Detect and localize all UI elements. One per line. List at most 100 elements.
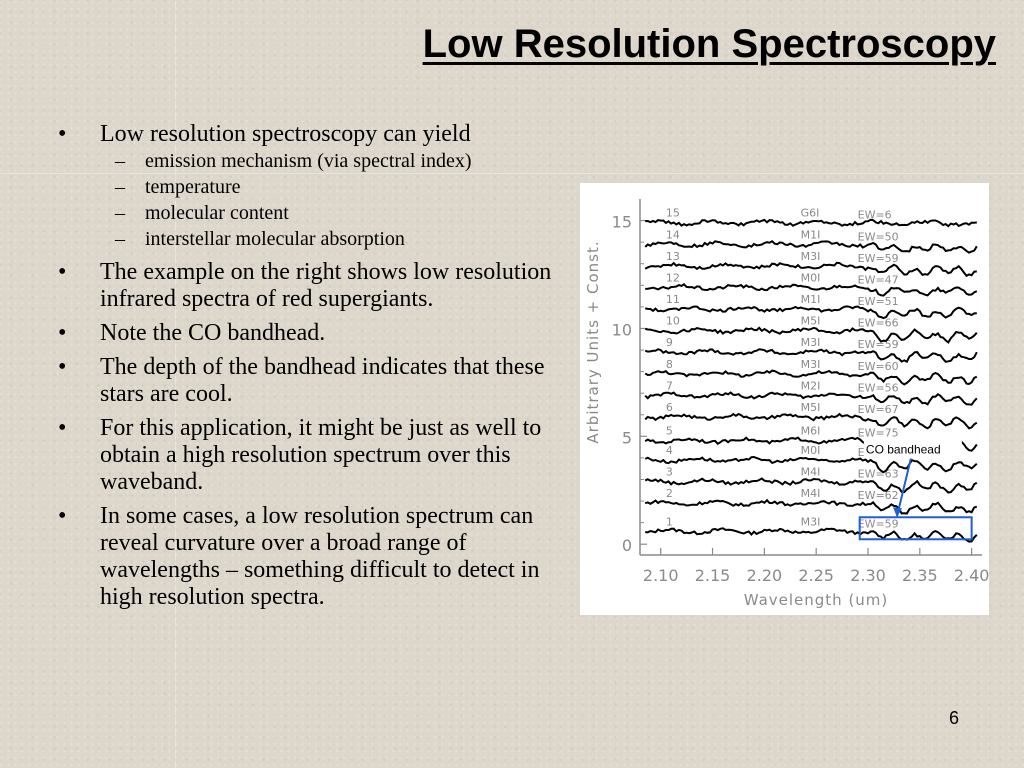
bullet-text: For this application, it might be just a… bbox=[100, 415, 542, 495]
ew-label: EW=59 bbox=[858, 517, 899, 530]
bullet-marker: • bbox=[58, 320, 67, 346]
sub-bullet-item: – emission mechanism (via spectral index) bbox=[58, 148, 578, 174]
bullet-item: • In some cases, a low resolution spectru… bbox=[58, 503, 578, 611]
co-bandhead-arrowhead bbox=[893, 507, 903, 518]
sub-bullet-text: emission mechanism (via spectral index) bbox=[145, 150, 472, 172]
spectrum-number-label: 7 bbox=[666, 379, 673, 392]
y-tick-label: 10 bbox=[612, 320, 632, 339]
spectra-figure: 0 5 10 15 2.10 2.15 2.20 2.25 2.30 2.35 2.40 Wavele… bbox=[580, 183, 989, 615]
sub-bullet-text: molecular content bbox=[145, 202, 289, 224]
sub-bullet-item: – molecular content bbox=[58, 200, 578, 226]
spectrum-line-3 bbox=[644, 477, 978, 494]
spectrum-line-12 bbox=[645, 283, 978, 297]
ew-label: EW=66 bbox=[858, 317, 899, 330]
ew-label: EW=50 bbox=[858, 230, 899, 243]
ew-label: EW=62 bbox=[858, 489, 899, 502]
spectrum-number-label: 2 bbox=[666, 487, 673, 500]
ew-label: EW=6 bbox=[858, 209, 892, 222]
spectral-type-label: M3I bbox=[801, 336, 821, 349]
x-tick-label: 2.15 bbox=[695, 566, 731, 585]
x-tick-label: 2.35 bbox=[902, 566, 938, 585]
co-bandhead-highlight-box bbox=[858, 516, 973, 541]
spectral-type-label: G6I bbox=[801, 207, 820, 220]
bullet-text: The depth of the bandhead indicates that… bbox=[100, 354, 545, 407]
spectral-type-label: M6I bbox=[801, 425, 821, 438]
spectral-type-label: M3I bbox=[801, 250, 821, 263]
page-number: 6 bbox=[949, 708, 960, 728]
sub-bullet-item: – interstellar molecular absorption bbox=[58, 226, 578, 252]
spectrum-number-label: 10 bbox=[666, 315, 680, 328]
bullet-text: In some cases, a low resolution spectrum… bbox=[100, 503, 540, 610]
ew-label: EW=60 bbox=[858, 360, 899, 373]
ew-label: EW=75 bbox=[858, 427, 899, 440]
spectral-type-label: M4I bbox=[801, 487, 821, 500]
sub-bullet-marker: – bbox=[115, 150, 125, 172]
x-tick-label: 2.25 bbox=[798, 566, 834, 585]
bullet-marker: • bbox=[58, 354, 67, 380]
x-tick-label: 2.30 bbox=[850, 566, 886, 585]
spectrum-number-label: 1 bbox=[666, 515, 673, 528]
spectrum-number-label: 5 bbox=[666, 425, 673, 438]
bullet-marker: • bbox=[58, 259, 67, 285]
ew-label: EW=63 bbox=[858, 468, 899, 481]
spectrum-line-2 bbox=[644, 498, 978, 515]
bullet-text: The example on the right shows low resol… bbox=[100, 259, 552, 312]
sub-bullet-text: interstellar molecular absorption bbox=[145, 228, 405, 250]
bullet-text: Low resolution spectroscopy can yield bbox=[100, 121, 471, 147]
sub-bullet-item: – temperature bbox=[58, 174, 578, 200]
bullet-marker: • bbox=[58, 503, 67, 529]
spectral-type-label: M0I bbox=[801, 271, 821, 284]
ew-label: EW=47 bbox=[858, 273, 899, 286]
y-axis-label: Arbitrary Units + Const. bbox=[584, 240, 602, 443]
spectral-type-label: M1I bbox=[801, 228, 821, 241]
y-tick-label: 0 bbox=[622, 536, 632, 555]
y-tick-label: 5 bbox=[622, 428, 632, 447]
spectral-type-label: M0I bbox=[801, 444, 821, 457]
spectrum-number-label: 6 bbox=[666, 401, 673, 414]
ew-label: EW=67 bbox=[858, 403, 899, 416]
ew-label: EW=56 bbox=[858, 381, 899, 394]
ew-label: EW=59 bbox=[858, 252, 899, 265]
spectrum-line-11 bbox=[645, 305, 977, 320]
spectral-type-label: M4I bbox=[801, 466, 821, 479]
bullet-item: • The example on the right shows low reso… bbox=[58, 259, 578, 313]
ew-label: EW=59 bbox=[858, 338, 899, 351]
spectrum-number-label: 9 bbox=[666, 336, 673, 349]
bullet-list: • Low resolution spectroscopy can yield – e… bbox=[58, 121, 578, 611]
spectrum-number-label: 12 bbox=[666, 271, 680, 284]
spectrum-line-14 bbox=[644, 239, 978, 254]
spectral-type-label: M3I bbox=[801, 515, 821, 528]
annotation-background bbox=[863, 438, 962, 459]
spectrum-line-10 bbox=[644, 326, 978, 344]
spectrum-line-9 bbox=[644, 348, 978, 364]
bullet-marker: • bbox=[58, 415, 67, 441]
spectrum-number-label: 11 bbox=[666, 293, 680, 306]
spectrum-line-1 bbox=[645, 527, 978, 543]
spectral-type-label: M3I bbox=[801, 358, 821, 371]
bullet-item: • Note the CO bandhead. bbox=[58, 320, 578, 347]
co-bandhead-arrow bbox=[896, 455, 913, 517]
spectrum-line-15 bbox=[645, 218, 977, 228]
sub-bullet-marker: – bbox=[115, 176, 125, 198]
spectral-type-label: M2I bbox=[801, 379, 821, 392]
spectrum-number-label: 13 bbox=[666, 250, 680, 263]
spectrum-number-label: 3 bbox=[666, 466, 673, 479]
bullet-item: • For this application, it might be just … bbox=[58, 415, 578, 496]
y-tick-label: 15 bbox=[612, 213, 632, 232]
bullet-item: • Low resolution spectroscopy can yield – e… bbox=[58, 121, 578, 252]
sub-bullet-text: temperature bbox=[145, 176, 241, 198]
spectrum-line-4 bbox=[644, 455, 978, 474]
x-tick-label: 2.40 bbox=[954, 566, 989, 585]
x-tick-label: 2.10 bbox=[643, 566, 679, 585]
spectrum-number-label: 4 bbox=[666, 444, 673, 457]
spectrum-line-8 bbox=[644, 369, 978, 386]
spectrum-line-7 bbox=[644, 391, 978, 406]
bullet-marker: • bbox=[58, 121, 67, 147]
spectrum-number-label: 14 bbox=[666, 228, 680, 241]
x-tick-label: 2.20 bbox=[747, 566, 783, 585]
spectral-type-label: M5I bbox=[801, 401, 821, 414]
ew-label: EW=51 bbox=[858, 295, 899, 308]
sub-bullet-marker: – bbox=[115, 228, 125, 250]
sub-bullet-marker: – bbox=[115, 202, 125, 224]
